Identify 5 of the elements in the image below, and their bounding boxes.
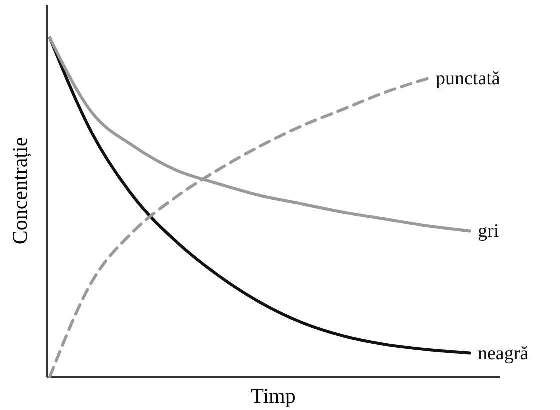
y-axis-title: Concentrație [8, 137, 32, 245]
series-label: gri [478, 221, 500, 242]
series-label: neagră [478, 343, 530, 364]
x-axis-title: Timp [251, 384, 296, 408]
series-label: punctată [436, 68, 501, 90]
